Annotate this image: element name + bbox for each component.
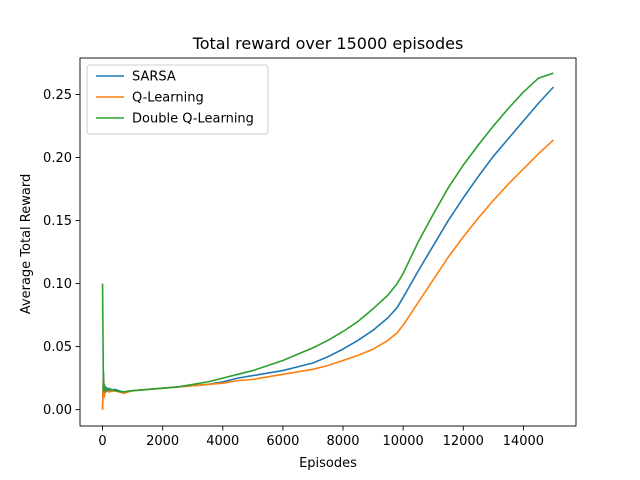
y-tick-label: 0.10 <box>43 277 72 292</box>
chart-title: Total reward over 15000 episodes <box>192 34 464 53</box>
y-axis-label: Average Total Reward <box>19 174 34 314</box>
y-tick-label: 0.00 <box>43 403 72 418</box>
legend-entry-label: Q-Learning <box>132 91 204 106</box>
legend-entry-label: Double Q-Learning <box>132 112 254 127</box>
legend: SARSA Q-Learning Double Q-Learning <box>86 64 269 135</box>
x-tick-label: 12000 <box>443 434 484 449</box>
x-tick-label: 0 <box>98 434 106 449</box>
plot-area: 0 2000 4000 6000 8000 10000 12000 14000 0.00 0.05… <box>43 57 577 449</box>
legend-box <box>86 64 269 135</box>
x-tick-label: 8000 <box>326 434 359 449</box>
x-tick-label: 4000 <box>206 434 239 449</box>
x-tick-label: 6000 <box>266 434 299 449</box>
legend-entry-label: SARSA <box>132 70 176 85</box>
x-tick-label: 2000 <box>146 434 179 449</box>
x-tick-label: 14000 <box>503 434 544 449</box>
y-tick-label: 0.15 <box>43 214 72 229</box>
series-line-2 <box>101 72 554 393</box>
y-tick-label: 0.05 <box>43 340 72 355</box>
axes-frame <box>79 57 577 427</box>
y-tick-label: 0.20 <box>43 151 72 166</box>
x-tick-label: 10000 <box>382 434 423 449</box>
x-axis-label: Episodes <box>299 456 357 471</box>
y-tick-label: 0.25 <box>43 88 72 103</box>
series-line-1 <box>101 139 554 410</box>
